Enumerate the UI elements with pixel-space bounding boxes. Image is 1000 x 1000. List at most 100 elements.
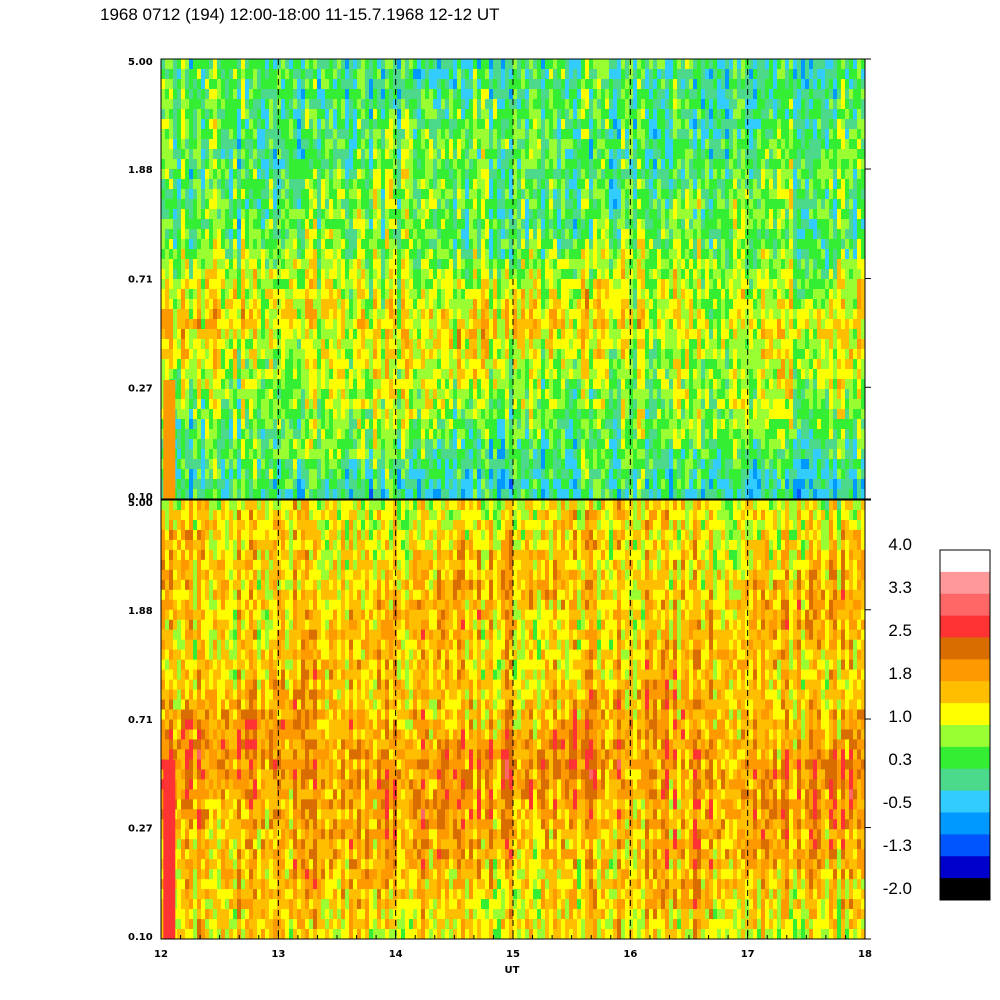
heatmap-cell <box>493 459 498 470</box>
heatmap-cell <box>425 109 430 120</box>
heatmap-cell <box>529 269 534 280</box>
heatmap-cell <box>477 239 482 250</box>
heatmap-cell <box>185 319 190 330</box>
heatmap-cell <box>373 139 378 150</box>
heatmap-cell <box>321 339 326 350</box>
heatmap-cell <box>413 349 418 360</box>
heatmap-cell <box>553 239 558 250</box>
heatmap-cell <box>309 439 314 450</box>
heatmap-cell <box>585 479 590 490</box>
heatmap-cell <box>177 159 182 170</box>
heatmap-cell <box>277 79 282 90</box>
heatmap-cell <box>605 359 610 370</box>
heatmap-cell <box>369 59 374 70</box>
heatmap-cell <box>373 199 378 210</box>
heatmap-cell <box>477 219 482 230</box>
heatmap-cell <box>465 239 470 250</box>
heatmap-cell <box>233 449 238 460</box>
heatmap-cell <box>477 159 482 170</box>
heatmap-cell <box>185 449 190 460</box>
heatmap-cell <box>161 59 166 70</box>
heatmap-cell <box>321 59 326 70</box>
heatmap-cell <box>501 109 506 120</box>
heatmap-cell <box>469 259 474 270</box>
heatmap-cell <box>389 139 394 150</box>
heatmap-cell <box>317 339 322 350</box>
heatmap-cell <box>509 329 514 340</box>
heatmap-cell <box>309 89 314 100</box>
heatmap-cell <box>569 409 574 420</box>
heatmap-cell <box>357 169 362 180</box>
heatmap-cell <box>297 89 302 100</box>
heatmap-cell <box>453 459 458 470</box>
heatmap-cell <box>581 239 586 250</box>
heatmap-cell <box>581 479 586 490</box>
heatmap-cell <box>601 419 606 430</box>
heatmap-cell <box>317 299 322 310</box>
heatmap-cell <box>381 469 386 480</box>
heatmap-cell <box>529 169 534 180</box>
heatmap-cell <box>593 79 598 90</box>
heatmap-cell <box>257 439 262 450</box>
heatmap-cell <box>281 299 286 310</box>
heatmap-cell <box>345 169 350 180</box>
heatmap-cell <box>489 449 494 460</box>
heatmap-cell <box>389 79 394 90</box>
heatmap-cell <box>573 279 578 290</box>
heatmap-cell <box>557 219 562 230</box>
heatmap-cell <box>333 349 338 360</box>
heatmap-cell <box>445 309 450 320</box>
heatmap-cell <box>305 279 310 290</box>
heatmap-cell <box>261 299 266 310</box>
heatmap-cell <box>289 479 294 490</box>
heatmap-cell <box>197 419 202 430</box>
heatmap-cell <box>221 429 226 440</box>
heatmap-cell <box>605 199 610 210</box>
heatmap-cell <box>513 309 518 320</box>
heatmap-cell <box>513 229 518 240</box>
heatmap-cell <box>461 489 466 499</box>
heatmap-cell <box>421 169 426 180</box>
heatmap-cell <box>461 269 466 280</box>
heatmap-cell <box>229 299 234 310</box>
heatmap-cell <box>349 119 354 130</box>
heatmap-cell <box>229 409 234 420</box>
heatmap-cell <box>461 249 466 260</box>
heatmap-cell <box>309 329 314 340</box>
heatmap-cell <box>465 99 470 110</box>
heatmap-cell <box>461 359 466 370</box>
heatmap-cell <box>449 439 454 450</box>
heatmap-cell <box>561 399 566 410</box>
heatmap-cell <box>217 439 222 450</box>
heatmap-cell <box>433 279 438 290</box>
heatmap-cell <box>293 79 298 90</box>
heatmap-cell <box>509 129 514 140</box>
heatmap-cell <box>309 409 314 420</box>
heatmap-cell <box>325 289 330 300</box>
heatmap-cell <box>405 129 410 140</box>
heatmap-cell <box>433 219 438 230</box>
heatmap-cell <box>409 309 414 320</box>
heatmap-cell <box>189 339 194 350</box>
heatmap-cell <box>181 309 186 320</box>
heatmap-cell <box>497 369 502 380</box>
heatmap-cell <box>321 269 326 280</box>
heatmap-cell <box>265 289 270 300</box>
heatmap-cell <box>477 359 482 370</box>
heatmap-cell <box>305 159 310 170</box>
heatmap-cell <box>605 349 610 360</box>
heatmap-cell <box>409 239 414 250</box>
heatmap-cell <box>429 299 434 310</box>
heatmap-cell <box>473 459 478 470</box>
heatmap-cell <box>293 459 298 470</box>
heatmap-cell <box>197 119 202 130</box>
heatmap-cell <box>469 239 474 250</box>
heatmap-cell <box>225 319 230 330</box>
heatmap-cell <box>589 479 594 490</box>
heatmap-cell <box>245 109 250 120</box>
heatmap-cell <box>577 109 582 120</box>
heatmap-cell <box>169 189 174 200</box>
heatmap-cell <box>441 109 446 120</box>
heatmap-cell <box>493 229 498 240</box>
heatmap-cell <box>453 409 458 420</box>
